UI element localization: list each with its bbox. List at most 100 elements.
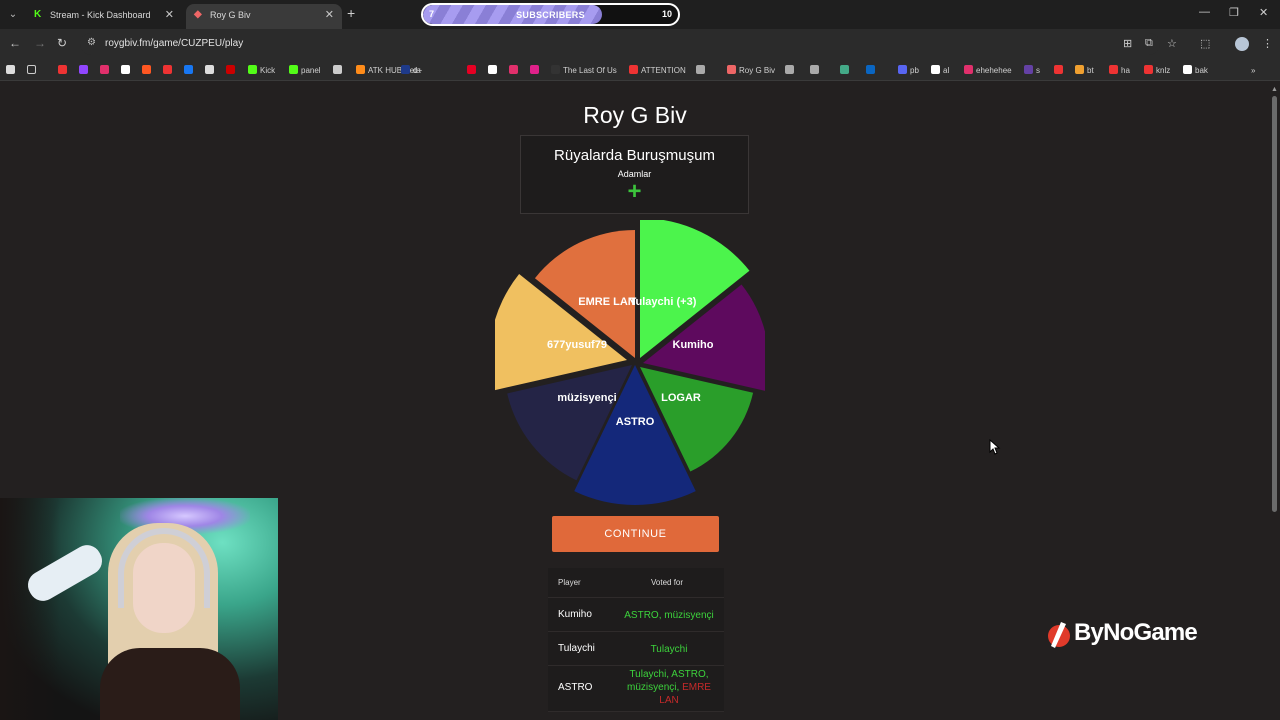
bookmark-grid-icon[interactable] bbox=[27, 65, 39, 76]
bookmark-item[interactable] bbox=[467, 65, 479, 76]
close-icon[interactable]: ✕ bbox=[324, 9, 334, 21]
bookmark-item[interactable]: Roy G Biv bbox=[727, 65, 775, 76]
pie-slice bbox=[640, 220, 750, 358]
bookmark-item[interactable]: ATK HUB Beta bbox=[356, 65, 421, 76]
bookmark-item[interactable]: The Last Of Us bbox=[551, 65, 617, 76]
minimize-button[interactable]: — bbox=[1199, 6, 1210, 18]
bookmark-favicon-icon bbox=[1054, 65, 1063, 74]
bookmark-item[interactable] bbox=[333, 65, 345, 76]
bookmark-favicon-icon bbox=[931, 65, 940, 74]
bookmark-item[interactable] bbox=[121, 65, 133, 76]
tab-search-icon[interactable]: ⌄ bbox=[8, 9, 18, 20]
url-text[interactable]: roygbiv.fm/game/CUZPEU/play bbox=[105, 38, 244, 49]
pie-slice-label: müzisyençi bbox=[557, 392, 616, 404]
subscriber-goal-bar: 7 SUBSCRIBERS 10 bbox=[421, 3, 680, 26]
back-icon[interactable]: ← bbox=[9, 36, 21, 50]
bookmark-item[interactable] bbox=[488, 65, 500, 76]
bookmark-item[interactable] bbox=[785, 65, 797, 76]
bookmark-item[interactable]: s bbox=[1024, 65, 1040, 76]
subscriber-current: 7 bbox=[429, 9, 435, 19]
bookmark-item[interactable] bbox=[142, 65, 154, 76]
bookmark-item[interactable]: al bbox=[931, 65, 949, 76]
pie-slice bbox=[574, 365, 696, 505]
pie-slice-label: LOGAR bbox=[661, 392, 701, 404]
voted-for-cell: ASTRO, müzisyençi bbox=[624, 610, 714, 621]
bookmark-apps-icon[interactable] bbox=[6, 65, 18, 76]
new-tab-button[interactable]: + bbox=[347, 5, 356, 21]
extensions-icon[interactable]: ⬚ bbox=[1200, 38, 1211, 50]
close-window-button[interactable]: ✕ bbox=[1259, 7, 1269, 19]
bookmark-favicon-icon bbox=[509, 65, 518, 74]
bookmark-favicon-icon bbox=[866, 65, 875, 74]
bookmark-item[interactable]: panel bbox=[289, 65, 321, 76]
bookmark-label: s bbox=[1036, 66, 1040, 75]
bookmark-item[interactable]: ATTENTION bbox=[629, 65, 686, 76]
bookmarks-overflow-icon[interactable]: » bbox=[1251, 66, 1256, 75]
bookmark-item[interactable]: ha bbox=[1109, 65, 1130, 76]
bookmark-favicon-icon bbox=[1183, 65, 1192, 74]
bookmark-favicon-icon bbox=[1144, 65, 1153, 74]
bookmark-favicon-icon bbox=[727, 65, 736, 74]
table-row: ASTRO Tulaychi, ASTRO, müzisyençi, EMRE … bbox=[548, 666, 724, 712]
webcam-overlay bbox=[0, 498, 278, 720]
bookmark-item[interactable] bbox=[58, 65, 70, 76]
profile-avatar[interactable] bbox=[1235, 37, 1249, 51]
bookmark-label: d+ bbox=[413, 66, 423, 75]
bookmark-item[interactable] bbox=[184, 65, 196, 76]
bookmark-favicon-icon bbox=[840, 65, 849, 74]
bookmark-item[interactable]: knlz bbox=[1144, 65, 1170, 76]
bookmark-item[interactable]: pb bbox=[898, 65, 919, 76]
bookmark-item[interactable] bbox=[696, 65, 708, 76]
bookmark-favicon-icon bbox=[1109, 65, 1118, 74]
bookmark-item[interactable] bbox=[509, 65, 521, 76]
bookmark-item[interactable] bbox=[810, 65, 822, 76]
bookmarks-bar bbox=[0, 59, 1280, 81]
close-icon[interactable]: ✕ bbox=[164, 9, 174, 21]
bookmark-item[interactable] bbox=[530, 65, 542, 76]
tab-kick-dashboard[interactable]: K Stream - Kick Dashboard ✕ bbox=[26, 4, 182, 29]
reload-icon[interactable]: ↻ bbox=[57, 36, 68, 50]
bookmark-item[interactable]: ehehehee bbox=[964, 65, 1012, 76]
bookmark-item[interactable] bbox=[79, 65, 91, 76]
bookmark-item[interactable]: Kick bbox=[248, 65, 275, 76]
voted-for-green: Tulaychi, ASTRO, müzisyençi, bbox=[627, 669, 709, 693]
restore-button[interactable]: ❐ bbox=[1229, 7, 1239, 19]
bookmark-favicon-icon bbox=[184, 65, 193, 74]
bookmark-favicon-icon bbox=[810, 65, 819, 74]
bookmark-item[interactable]: bak bbox=[1183, 65, 1208, 76]
pie-slice bbox=[507, 365, 632, 481]
bookmark-item[interactable] bbox=[163, 65, 175, 76]
translate-icon[interactable]: ⊞ bbox=[1123, 38, 1133, 50]
bookmark-item[interactable] bbox=[100, 65, 112, 76]
bookmark-item[interactable]: d+ bbox=[401, 65, 422, 76]
bookmark-item[interactable]: bt bbox=[1075, 65, 1094, 76]
bookmark-favicon-icon bbox=[333, 65, 342, 74]
bookmark-item[interactable] bbox=[226, 65, 238, 76]
bookmark-label: ATK HUB Beta bbox=[368, 66, 421, 75]
pie-slice bbox=[643, 284, 765, 391]
bookmark-item[interactable] bbox=[1054, 65, 1066, 76]
player-name: Kumiho bbox=[558, 609, 592, 620]
votes-table-header: Player Voted for bbox=[548, 568, 724, 598]
address-bar[interactable] bbox=[80, 33, 1160, 55]
bookmark-star-icon[interactable]: ☆ bbox=[1167, 38, 1177, 50]
site-info-icon[interactable]: ⚙ bbox=[87, 37, 96, 48]
bookmark-favicon-icon bbox=[79, 65, 88, 74]
add-icon[interactable]: + bbox=[627, 178, 642, 205]
tab-roygbiv[interactable]: ◆ Roy G Biv ✕ bbox=[186, 4, 342, 29]
scroll-up-icon[interactable]: ▲ bbox=[1271, 86, 1278, 93]
scrollbar-thumb[interactable] bbox=[1272, 96, 1277, 512]
continue-button[interactable]: CONTINUE bbox=[552, 516, 719, 552]
bookmark-label: panel bbox=[301, 66, 321, 75]
bookmark-item[interactable] bbox=[205, 65, 217, 76]
bookmark-item[interactable] bbox=[866, 65, 878, 76]
prompt-subtitle: Adamlar bbox=[617, 169, 652, 179]
bookmark-favicon-icon bbox=[1075, 65, 1084, 74]
bookmark-item[interactable] bbox=[840, 65, 852, 76]
cast-icon[interactable]: ⧉ bbox=[1145, 37, 1153, 49]
bookmark-label: bak bbox=[1195, 66, 1208, 75]
menu-icon[interactable]: ⋮ bbox=[1262, 38, 1273, 50]
browser-titlebar: ⌄ K Stream - Kick Dashboard ✕ ◆ Roy G Bi… bbox=[0, 0, 1280, 29]
forward-icon[interactable]: → bbox=[34, 36, 46, 50]
voted-for-cell: Tulaychi, ASTRO, müzisyençi, EMRE LAN bbox=[624, 668, 714, 707]
